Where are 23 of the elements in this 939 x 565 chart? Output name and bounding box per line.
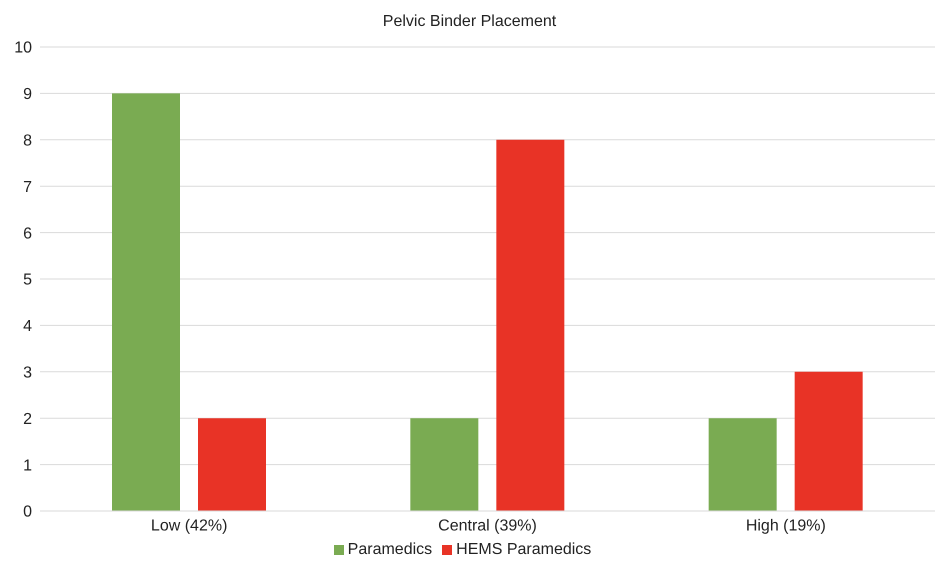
x-tick-label: High (19%): [746, 517, 826, 534]
y-tick-label: 5: [23, 272, 32, 289]
bar: [794, 372, 863, 511]
y-tick-label: 7: [23, 178, 32, 196]
y-tick-label: 4: [23, 318, 32, 336]
bar: [410, 418, 478, 511]
y-tick-label: 8: [23, 132, 32, 150]
y-tick-label: 1: [23, 457, 32, 474]
y-tick-label: 0: [23, 504, 32, 521]
y-tick-label: 6: [23, 225, 32, 242]
x-tick-label: Low (42%): [150, 517, 228, 534]
bar: [198, 418, 266, 511]
bar: [112, 93, 180, 511]
bar: [496, 140, 564, 511]
x-tick-label: Central (39%): [438, 517, 537, 534]
legend-label: Paramedics: [348, 541, 432, 558]
legend-label: HEMS Paramedics: [456, 541, 592, 558]
chart-title: Pelvic Binder Placement: [382, 13, 558, 31]
y-tick-label: 10: [14, 40, 32, 57]
y-tick-label: 9: [23, 86, 32, 104]
y-tick-label: 3: [23, 364, 32, 382]
bar: [708, 418, 777, 511]
y-tick-label: 2: [23, 410, 32, 428]
